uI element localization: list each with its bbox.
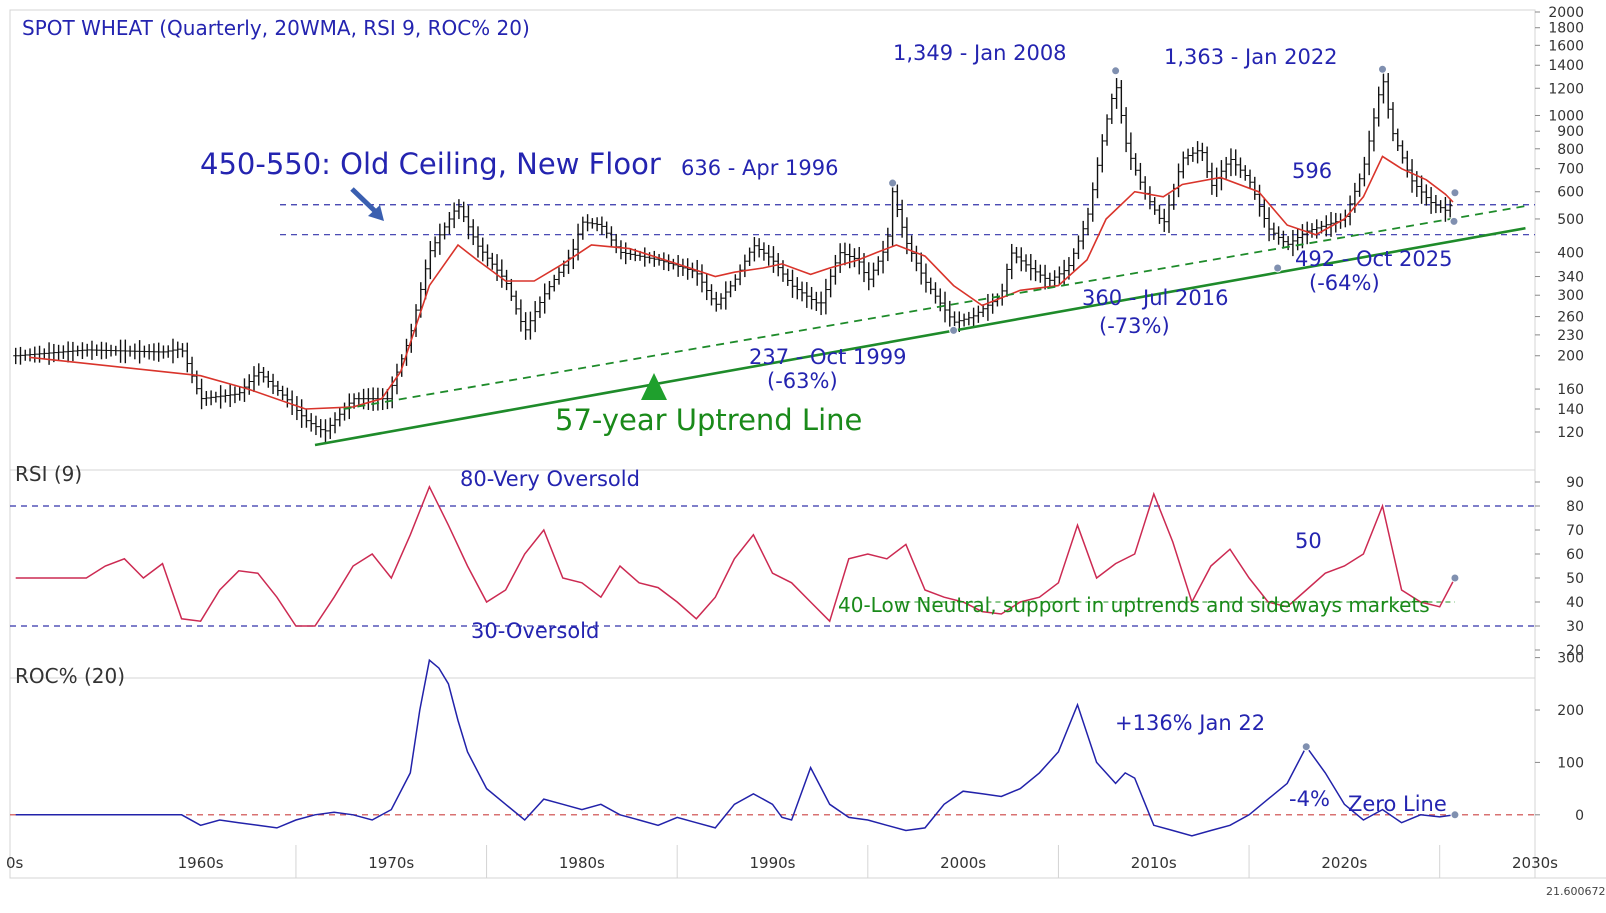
arrow-icon-shaft (350, 187, 380, 216)
panel-frames (9, 9, 1606, 879)
y-tick-label: 80 (1566, 499, 1584, 515)
x-tick-label: 2010s (1131, 854, 1177, 872)
ceiling-floor-label: 450-550: Old Ceiling, New Floor (200, 147, 661, 181)
y-tick-label: 70 (1566, 523, 1584, 539)
x-tick-label: 2020s (1321, 854, 1367, 872)
roc-peak-point (1301, 742, 1311, 752)
low-2016-label: 360 - Jul 2016 (1082, 286, 1228, 310)
roc-current-point (1450, 810, 1460, 820)
y-tick-label: 120 (1557, 425, 1584, 441)
y-tick-label: 700 (1557, 162, 1584, 178)
y-tick-label: 1400 (1548, 58, 1584, 74)
rsi-series-line (15, 484, 1456, 627)
y-tick-label: 200 (1557, 349, 1584, 365)
low-2025-pct-label: (-64%) (1309, 271, 1380, 295)
arrow-icon-head (368, 205, 384, 221)
y-tick-label: 1800 (1548, 21, 1584, 37)
peak-1996-label: 636 - Apr 1996 (681, 156, 838, 180)
price-point (1273, 263, 1283, 273)
y-tick-label: 90 (1566, 475, 1584, 491)
price-bars (13, 73, 1453, 443)
price-panel-frame (9, 9, 1536, 471)
x-axis-separators (295, 845, 1441, 878)
y-tick-label: 1200 (1548, 81, 1584, 97)
x-tick-label: 2030s (1512, 854, 1558, 872)
uptrend-triangle-icon (641, 373, 667, 400)
roc-zero-label: Zero Line (1348, 792, 1447, 816)
axis-corner-value: 21.600672 (1546, 885, 1606, 898)
x-tick-label: 1960s (178, 854, 224, 872)
y-tick-label: 60 (1566, 547, 1584, 563)
low-1999-pct-label: (-63%) (767, 369, 838, 393)
rsi-panel-title: RSI (9) (15, 462, 82, 486)
y-tick-label: 30 (1566, 619, 1584, 635)
y-tick-label: 800 (1557, 142, 1584, 158)
y-tick-label: 140 (1557, 402, 1584, 418)
low-1999-label: 237 - Oct 1999 (749, 345, 906, 369)
y-tick-label: 40 (1566, 595, 1584, 611)
rsi-current-label: 50 (1295, 529, 1322, 553)
y-tick-label: 0 (1575, 808, 1584, 824)
low-2016-pct-label: (-73%) (1099, 314, 1170, 338)
y-tick-label: 100 (1557, 755, 1584, 771)
price-point (888, 178, 898, 188)
x-tick-label: 2000s (940, 854, 986, 872)
price-chart-title: SPOT WHEAT (Quarterly, 20WMA, RSI 9, ROC… (22, 16, 530, 40)
y-tick-label: 260 (1557, 310, 1584, 326)
roc-panel-frame (9, 677, 1536, 879)
y-tick-label: 900 (1557, 124, 1584, 140)
roc-peak-label: +136% Jan 22 (1115, 711, 1265, 735)
roc-panel-title: ROC% (20) (15, 664, 125, 688)
low-2025-label: 492 - Oct 2025 (1295, 247, 1452, 271)
peak-2008-label: 1,349 - Jan 2008 (893, 41, 1067, 65)
uptrend-line-dashed (343, 205, 1526, 410)
price-point (1111, 66, 1121, 76)
rsi-y-axis-ticks: 90 80 70 60 50 40 30 20 (1535, 475, 1584, 659)
y-tick-label: 300 (1557, 288, 1584, 304)
y-tick-label: 200 (1557, 703, 1584, 719)
roc-current-label: -4% (1289, 787, 1330, 811)
y-tick-label: 600 (1557, 185, 1584, 201)
rsi-panel: 90 80 70 60 50 40 30 20 RSI (9) 80-Very Oversol… (10, 462, 1584, 659)
sma-20-line (29, 155, 1454, 410)
y-tick-label: 230 (1557, 328, 1584, 344)
y-tick-label: 160 (1557, 382, 1584, 398)
y-tick-label: 500 (1557, 212, 1584, 228)
y-tick-label: 400 (1557, 245, 1584, 261)
y-tick-label: 20 (1566, 643, 1584, 659)
rsi-30-label: 30-Oversold (471, 619, 599, 643)
price-point (1449, 216, 1459, 226)
price-annotation-points (888, 64, 1460, 335)
x-tick-label: 0s (6, 854, 24, 872)
y-tick-label: 340 (1557, 270, 1584, 286)
roc-series-line (15, 658, 1456, 837)
y-tick-label: 2000 (1548, 5, 1584, 21)
y-tick-label: 1600 (1548, 38, 1584, 54)
current-price-label: 596 (1292, 159, 1332, 183)
peak-2022-label: 1,363 - Jan 2022 (1164, 45, 1338, 69)
y-tick-label: 300 (1557, 651, 1584, 667)
rsi-support-label: 40-Low Neutral, support in uptrends and … (838, 593, 1430, 617)
uptrend-line-label: 57-year Uptrend Line (555, 403, 862, 437)
price-point (949, 325, 959, 335)
y-tick-label: 1000 (1548, 108, 1584, 124)
x-axis-labels: 0s 1960s 1970s 1980s 1990s 2000s 2010s 2020s 203… (6, 854, 1558, 872)
price-point (1378, 64, 1387, 74)
uptrend-line-solid (314, 226, 1526, 447)
x-tick-label: 1980s (559, 854, 605, 872)
roc-panel: 300 200 100 0 ROC% (20) +136% Jan 22 -4% Ze… (10, 651, 1584, 837)
x-tick-label: 1970s (368, 854, 414, 872)
roc-y-axis-ticks: 300 200 100 0 (1535, 651, 1584, 824)
price-point (1450, 188, 1460, 198)
rsi-80-label: 80-Very Oversold (460, 467, 640, 491)
x-tick-label: 1990s (750, 854, 796, 872)
y-tick-label: 50 (1566, 571, 1584, 587)
rsi-current-point (1450, 573, 1460, 583)
